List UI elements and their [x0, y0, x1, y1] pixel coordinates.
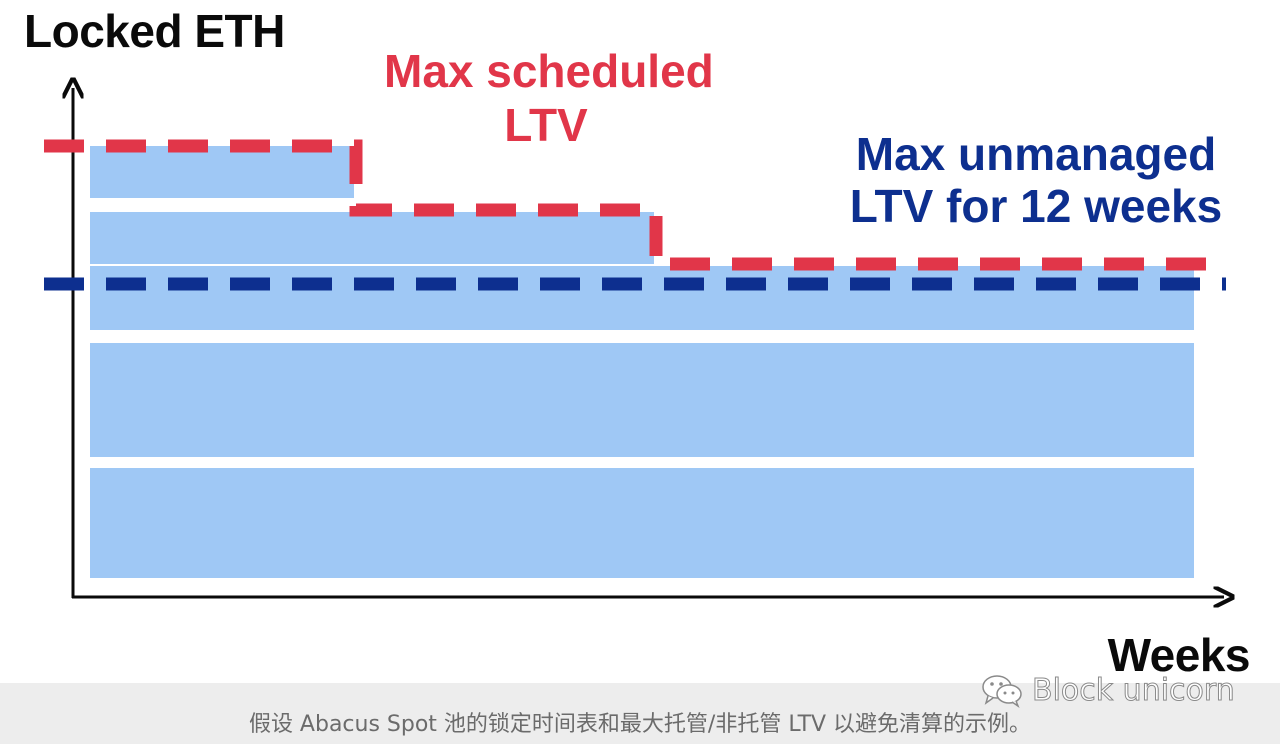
locked-block-2	[90, 343, 1194, 457]
max-unmanaged-ltv-label: Max unmanaged LTV for 12 weeks	[840, 128, 1232, 232]
max-unmanaged-ltv-label-line-2: LTV for 12 weeks	[849, 180, 1223, 232]
wechat-icon	[982, 675, 1022, 708]
watermark-text: Block unicorn	[1032, 672, 1236, 708]
max-scheduled-ltv-label-line-2: LTV	[504, 99, 588, 151]
locked-block-5	[90, 212, 654, 264]
max-scheduled-ltv-line	[44, 139, 1226, 271]
locked-block-6	[90, 146, 354, 198]
caption-bar	[0, 683, 1280, 744]
ltv-diagram	[44, 0, 1280, 683]
max-scheduled-ltv-label: Max scheduled LTV	[384, 44, 714, 152]
max-scheduled-ltv-label-line-1: Max scheduled	[384, 45, 714, 97]
y-axis-label: Locked ETH	[24, 5, 285, 57]
x-axis-label: Weeks	[1107, 629, 1251, 681]
locked-eth-blocks	[90, 146, 1194, 578]
figure-caption: 假设 Abacus Spot 池的锁定时间表和最大托管/非托管 LTV 以避免清…	[248, 712, 1032, 737]
watermark: Block unicorn	[980, 670, 1235, 710]
max-unmanaged-ltv-label-line-1: Max unmanaged	[855, 128, 1217, 180]
locked-block-1	[90, 468, 1194, 578]
